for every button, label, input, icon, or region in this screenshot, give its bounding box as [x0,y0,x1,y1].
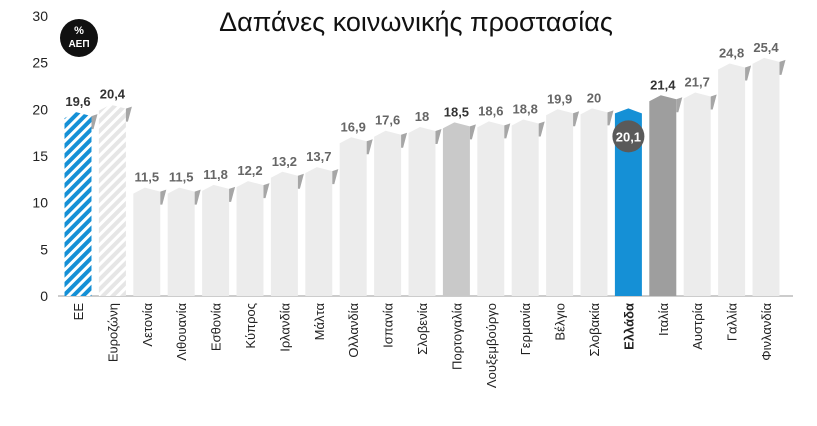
y-tick-label: 10 [32,195,48,211]
x-tick-label: Λουξεμβούργο [484,303,499,388]
x-tick-label: Ευροζώνη [105,303,120,362]
value-label: 21,4 [650,77,676,92]
bar-fold [469,124,476,140]
unit-badge-symbol: % [74,25,84,37]
x-tick-label: Ιρλανδία [277,303,292,352]
bar [98,104,126,296]
unit-badge: % ΑΕΠ [60,19,98,57]
value-label: 20,4 [100,87,126,102]
value-label: 21,7 [685,74,710,89]
bar-fold [297,173,304,189]
value-label: 20 [587,90,601,105]
bar [202,184,230,296]
unit-badge-circle [60,19,98,57]
value-label: 19,9 [547,91,572,106]
bar [649,95,677,297]
y-tick-label: 5 [40,241,48,257]
value-label: 11,8 [203,167,228,182]
x-tick-label: Ιταλία [656,303,671,336]
bar [752,57,780,296]
y-tick-label: 0 [40,288,48,304]
bar [546,109,574,297]
value-label: 18,6 [478,103,503,118]
x-tick-label: Ισπανία [381,303,396,348]
bar [339,137,367,296]
bar-fold [91,114,98,130]
bars-group: 19,6 20,4 11,5 11,5 11,8 12,2 13,2 13,7 16,9 17,6… [64,40,786,297]
value-label: 18 [415,109,429,124]
y-tick-label: 30 [32,8,48,24]
bar-fold [710,94,717,110]
unit-badge-label: ΑΕΠ [68,39,89,50]
bar [614,108,642,297]
value-label: 18,5 [444,104,469,119]
bar [64,112,92,296]
chart-title: Δαπάνες κοινωνικής προστασίας [219,7,613,37]
bar [580,108,608,296]
bar-fold [332,169,339,185]
x-tick-label: Μάλτα [312,303,327,341]
x-tick-label: Γερμανία [518,303,533,356]
bar-fold [745,65,752,81]
bar-fold [194,189,201,205]
bar-fold [607,110,614,126]
bar [133,187,161,296]
bar-fold [538,121,545,137]
bar [718,63,746,297]
y-tick-label: 25 [32,55,48,71]
x-tick-label: Ολλανδία [346,303,361,358]
bar [270,171,298,296]
bar [477,121,505,297]
bar-fold [676,97,683,113]
x-tick-label: Ελλάδα [621,303,636,350]
value-label: 25,4 [753,40,779,55]
value-label: 11,5 [169,170,194,185]
bar [511,119,539,297]
x-tick-label: Φινλανδία [759,303,774,361]
x-tick-label: Αυστρία [690,303,705,350]
bar-fold [401,132,408,148]
y-tick-label: 20 [32,101,48,117]
value-label: 13,7 [306,149,331,164]
value-label: 19,6 [65,94,90,109]
x-tick-label: Πορτογαλία [449,303,464,370]
value-label: 24,8 [719,46,744,61]
bar-fold [263,183,270,199]
x-tick-label: ΕΕ [71,303,86,321]
value-label: 11,5 [135,170,160,185]
x-tick-label: Σλοβακία [587,303,602,357]
x-tick-label: Λετονία [140,303,155,347]
value-label: 13,2 [272,154,297,169]
bar-fold [229,186,236,202]
bar-fold [125,106,132,122]
value-badge [612,120,645,153]
value-label: 12,2 [237,163,262,178]
bar-fold [366,139,373,155]
x-tick-label: Γαλλία [725,303,740,342]
bar [683,92,711,296]
bar-fold [504,123,511,139]
x-tick-label: Εσθονία [209,303,224,352]
bar [305,167,333,296]
value-label: 20,1 [616,129,641,144]
value-label: 18,8 [513,102,538,117]
bar [442,122,470,296]
bar-fold [435,129,442,144]
x-tick-label: Βέλγιο [553,303,568,341]
y-tick-label: 15 [32,148,48,164]
bar [167,187,195,296]
x-tick-label: Σλοβενία [415,303,430,355]
x-tick-label: Λιθουανία [174,303,189,361]
bar [408,127,436,296]
bar-fold [160,189,167,205]
x-tick-label: Κύπρος [243,303,258,349]
value-label: 16,9 [341,119,366,134]
bar-fold [779,59,786,75]
bar [236,181,264,296]
value-label: 17,6 [375,113,400,128]
bar-fold [573,111,580,127]
bar [374,130,402,296]
x-axis: ΕΕ Ευροζώνη Λετονία Λιθουανία Εσθονία Κύπρος Ι… [71,303,774,389]
